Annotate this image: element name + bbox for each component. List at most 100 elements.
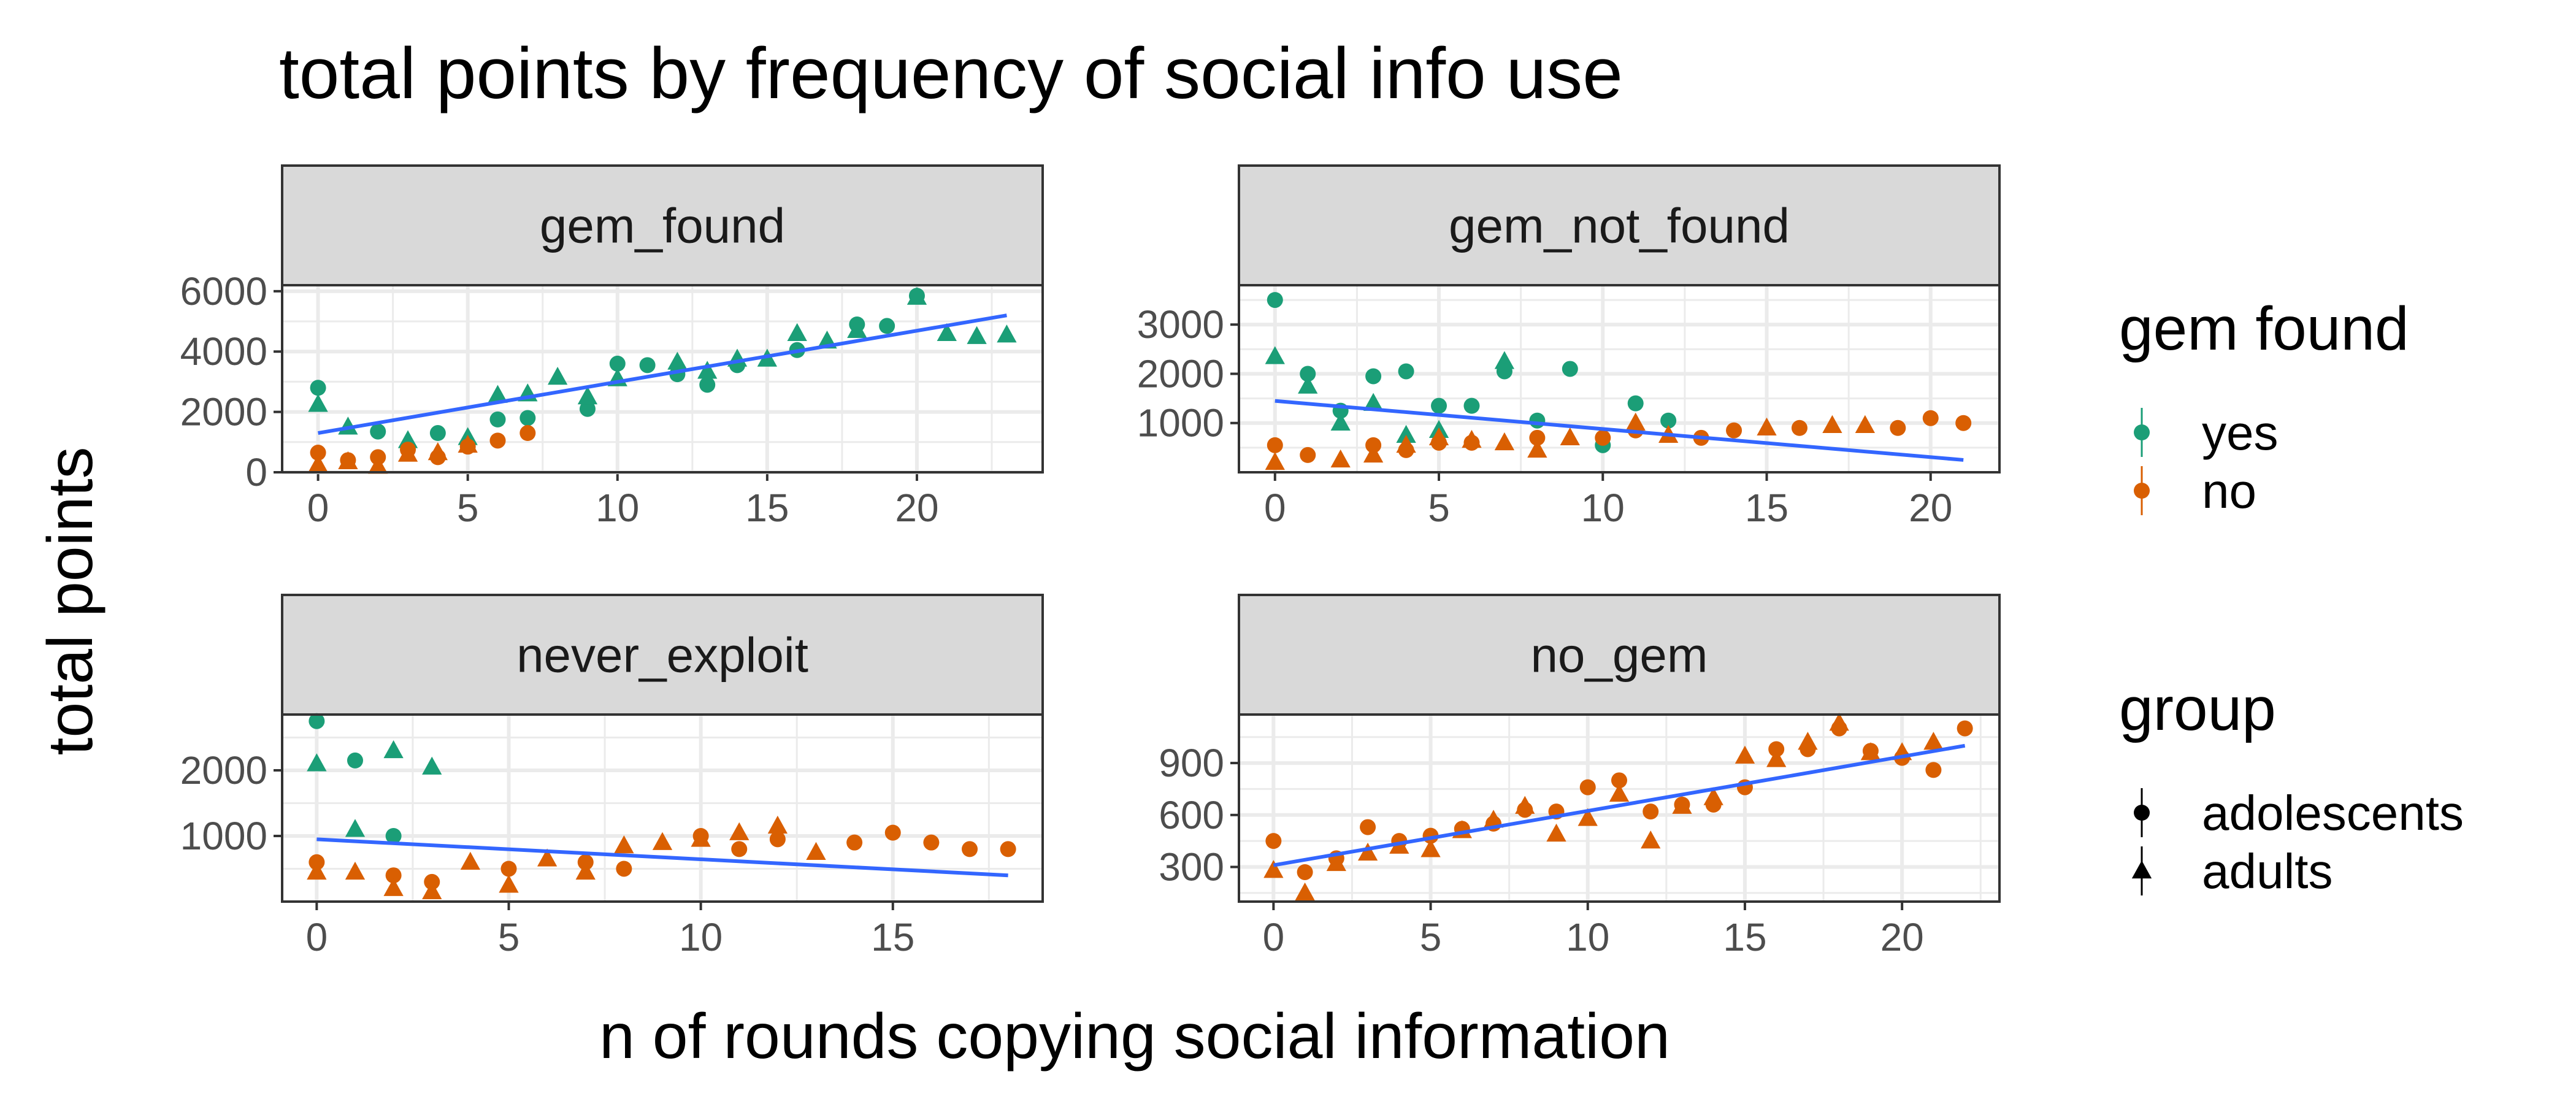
- trend-line: [316, 837, 1008, 878]
- data-point-no-adolescents: [1595, 429, 1611, 446]
- data-point-no-adults: [1357, 842, 1378, 861]
- data-point-no-adolescents: [1705, 796, 1722, 813]
- data-point-yes-adolescents: [385, 827, 402, 844]
- trend-line: [1273, 743, 1966, 867]
- panel-border: [281, 284, 1044, 473]
- data-point-no-adolescents: [1791, 420, 1807, 436]
- data-point-no-adults: [1609, 783, 1630, 802]
- facet-strip-label: gem_found: [540, 199, 785, 253]
- x-tick-label: 10: [1566, 915, 1609, 959]
- data-point-yes-adolescents: [1529, 412, 1546, 429]
- data-point-no-adults: [427, 442, 448, 461]
- data-point-yes-adolescents: [1562, 361, 1578, 377]
- data-point-yes-adults: [422, 756, 442, 775]
- x-tick-label: 0: [1264, 486, 1286, 530]
- y-tick-label: 4000: [180, 329, 267, 374]
- data-point-yes-adults: [1363, 393, 1384, 411]
- x-tick-label: 0: [307, 486, 329, 530]
- data-point-no-adults: [767, 815, 788, 834]
- data-point-yes-adolescents: [519, 410, 536, 426]
- data-point-no-adults: [1326, 853, 1346, 872]
- legend-key-adolescents: [2134, 805, 2150, 821]
- data-point-yes-adults: [1330, 412, 1351, 431]
- data-point-no-adults: [537, 848, 558, 867]
- data-point-no-adolescents: [616, 861, 632, 877]
- data-point-yes-adults: [1298, 375, 1318, 394]
- data-point-no-adults: [614, 835, 634, 854]
- data-point-no-adolescents: [1890, 420, 1906, 436]
- data-point-yes-adolescents: [1627, 395, 1644, 412]
- data-point-no-adolescents: [846, 834, 863, 851]
- data-point-no-adults: [1263, 860, 1284, 878]
- data-point-no-adults: [1515, 795, 1535, 814]
- data-point-yes-adolescents: [1463, 397, 1480, 414]
- data-point-yes-adults: [1396, 424, 1416, 443]
- data-point-no-adolescents: [1463, 434, 1480, 451]
- data-point-no-adults: [307, 861, 327, 880]
- data-point-no-adolescents: [884, 824, 901, 841]
- data-point-no-adolescents: [1265, 833, 1282, 849]
- x-tick-label: 15: [1723, 915, 1766, 959]
- data-point-no-adults: [368, 456, 388, 474]
- data-point-no-adolescents: [731, 841, 748, 857]
- x-tick-label: 5: [457, 486, 479, 530]
- legend-color-title: gem found: [2119, 294, 2409, 363]
- data-point-yes-adolescents: [347, 752, 363, 769]
- data-point-no-adults: [338, 451, 358, 470]
- data-point-no-adolescents: [1726, 422, 1742, 439]
- data-point-no-adults: [1330, 449, 1351, 468]
- data-point-no-adolescents: [1957, 720, 1973, 737]
- data-point-no-adults: [729, 822, 749, 840]
- data-point-no-adults: [1757, 417, 1777, 436]
- data-point-yes-adolescents: [1496, 363, 1512, 380]
- data-point-no-adolescents: [769, 831, 786, 848]
- y-tick-label: 2000: [180, 748, 267, 792]
- facet-strip: [1238, 594, 2001, 716]
- facet-strip-label: no_gem: [1530, 628, 1708, 683]
- plot-background: [1239, 715, 1999, 902]
- data-point-no-adults: [499, 875, 519, 893]
- data-point-yes-adults: [345, 819, 366, 837]
- data-point-no-adolescents: [1955, 415, 1972, 431]
- legend-label-no: no: [2202, 464, 2256, 518]
- x-tick-label: 5: [498, 915, 520, 959]
- data-point-no-adults: [1625, 412, 1646, 431]
- data-point-no-adults: [1560, 427, 1580, 446]
- data-point-no-adults: [806, 841, 826, 860]
- data-point-no-adults: [1265, 451, 1285, 470]
- trend-line: [1275, 399, 1964, 462]
- y-tick-label: 2000: [180, 390, 267, 434]
- y-tick-label: 6000: [180, 269, 267, 313]
- x-tick-label: 5: [1428, 486, 1450, 530]
- panel-border: [1238, 284, 2001, 473]
- data-point-no-adults: [1420, 839, 1441, 857]
- data-point-yes-adults: [488, 385, 508, 403]
- data-point-yes-adolescents: [1365, 368, 1382, 385]
- y-tick-label: 1000: [180, 814, 267, 858]
- data-point-no-adults: [652, 832, 673, 850]
- data-points: [1265, 292, 1972, 470]
- panel-border: [281, 713, 1044, 903]
- data-point-no-adults: [1295, 882, 1315, 901]
- data-point-no-adolescents: [1800, 741, 1816, 757]
- data-point-yes-adolescents: [309, 713, 325, 729]
- data-point-no-adults: [1822, 415, 1842, 433]
- x-tick-label: 10: [1581, 486, 1625, 530]
- legend-key-no: [2134, 483, 2150, 499]
- data-point-yes-adults: [547, 367, 568, 385]
- x-tick-label: 5: [1420, 915, 1442, 959]
- data-point-no-adolescents: [385, 867, 402, 884]
- y-tick-label: 1000: [1137, 401, 1224, 445]
- data-points: [307, 713, 1016, 900]
- data-point-no-adults: [1735, 745, 1755, 764]
- data-point-yes-adolescents: [699, 377, 716, 393]
- data-point-yes-adolescents: [639, 357, 656, 374]
- facet-strip: [281, 164, 1044, 286]
- data-point-no-adults: [1766, 749, 1787, 767]
- y-tick-label: 3000: [1137, 302, 1224, 347]
- facet-panel-never_exploit: never_exploit 0 5 10 15 1000 2000: [180, 594, 1044, 959]
